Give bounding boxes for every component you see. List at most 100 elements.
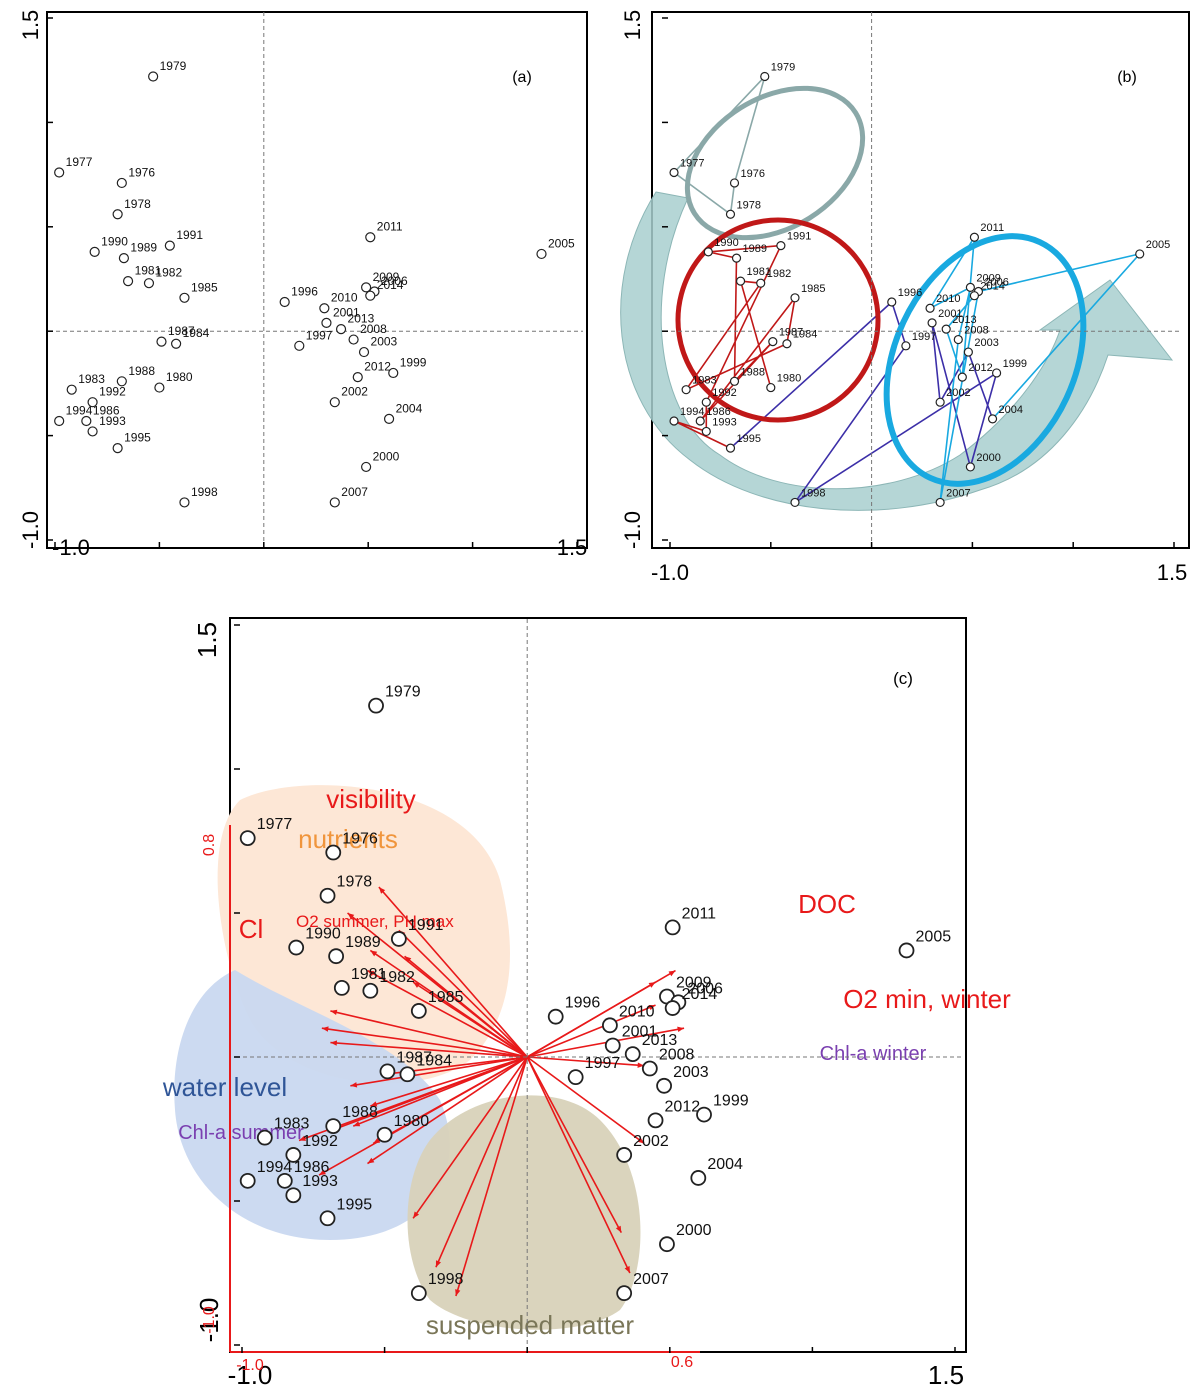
year-point	[729, 178, 740, 188]
year-label: 1999	[1003, 358, 1027, 370]
vector-arrowhead	[378, 887, 386, 894]
panel-c-ytick-max: 1.5	[192, 622, 222, 658]
year-label: 1995	[736, 433, 760, 445]
year-point	[368, 697, 384, 714]
year-label: 1991	[408, 917, 444, 934]
label-water-level: water level	[162, 1072, 287, 1102]
year-point	[276, 1172, 293, 1189]
vector-line	[330, 1010, 528, 1058]
year-point	[681, 385, 691, 395]
vector-arrowhead	[353, 1121, 361, 1127]
year-point	[664, 919, 681, 936]
year-point	[664, 1000, 681, 1016]
panel-c-xtick-min: -1.0	[228, 1360, 273, 1390]
year-label: 1981	[747, 266, 771, 278]
year-label: 1999	[713, 1093, 749, 1110]
year-point	[410, 1003, 427, 1019]
vector-arrowhead	[319, 1169, 326, 1176]
year-label: 1998	[191, 485, 218, 499]
panel-a: (a) -1.0 1.5 -1.0 1.5 1977 1979 1976 1978 19…	[18, 10, 588, 560]
year-label: 1983	[78, 372, 105, 386]
label-cl: Cl	[239, 914, 264, 944]
year-label: 1998	[428, 1271, 464, 1288]
year-label: 2006	[381, 274, 408, 288]
year-point	[361, 282, 372, 293]
vector-line	[526, 1056, 631, 1274]
year-label: 1998	[801, 487, 825, 499]
year-point	[325, 844, 342, 861]
year-point	[898, 942, 915, 959]
vector-arrowhead	[321, 1026, 329, 1032]
vector-line	[526, 1004, 656, 1058]
year-point	[987, 414, 998, 424]
year-point	[379, 1063, 396, 1080]
vector-arrowhead	[435, 1260, 442, 1268]
year-point	[329, 397, 340, 408]
cycle-arrow	[620, 191, 1174, 511]
vector-arrowhead	[455, 1289, 461, 1297]
year-point	[164, 240, 175, 251]
year-point	[348, 334, 359, 345]
year-label: 2011	[980, 222, 1004, 234]
year-point	[659, 1236, 675, 1253]
year-point	[790, 497, 800, 508]
year-label: 1995	[124, 431, 151, 445]
panel-b-ytick-max: 1.5	[620, 10, 645, 41]
year-label: 2013	[952, 314, 976, 326]
year-label: 1980	[166, 370, 193, 384]
year-label: 2000	[676, 1222, 712, 1239]
year-point	[179, 497, 190, 508]
vector-arrowhead	[677, 1026, 685, 1033]
year-point	[116, 177, 127, 189]
year-label: 1997	[306, 328, 333, 342]
year-point	[1135, 249, 1145, 259]
year-point	[927, 318, 937, 328]
year-point	[766, 382, 776, 393]
year-point	[365, 232, 376, 243]
year-label: 2012	[364, 360, 391, 374]
year-label: 2000	[373, 449, 400, 463]
year-label: 1976	[128, 165, 155, 179]
year-point	[547, 1008, 564, 1025]
year-label: 2010	[619, 1003, 655, 1020]
vector-arrowhead	[648, 1005, 656, 1011]
year-point	[703, 247, 713, 257]
vector-arrowhead	[330, 1040, 338, 1046]
year-label: 2005	[1146, 239, 1170, 251]
year-label: 2002	[633, 1133, 669, 1150]
year-point	[690, 1170, 707, 1186]
year-point	[376, 1126, 393, 1143]
year-label: 1989	[743, 243, 767, 255]
year-point	[925, 303, 935, 313]
year-point	[122, 275, 134, 287]
vector-arrowhead	[370, 1101, 378, 1107]
year-label: 2014	[377, 278, 404, 292]
year-label: 1978	[124, 197, 151, 211]
vector-line	[527, 1056, 645, 1067]
year-point	[567, 1069, 584, 1086]
year-point	[87, 397, 98, 408]
year-point	[89, 246, 100, 257]
year-point	[362, 982, 379, 999]
year-point	[256, 1129, 273, 1146]
year-label: 1987	[396, 1049, 432, 1066]
vector-arrowhead	[413, 1211, 420, 1219]
year-label: 1978	[337, 874, 373, 891]
year-point	[701, 397, 711, 407]
year-label: 1986	[93, 403, 120, 417]
year-label: 1996	[565, 995, 601, 1012]
year-point	[321, 317, 332, 328]
label-chla-winter: Chl-a winter	[820, 1043, 927, 1065]
year-point	[901, 341, 911, 351]
year-label: 2011	[682, 905, 717, 922]
year-point	[624, 1046, 641, 1063]
year-label: 1992	[302, 1133, 338, 1150]
vector-line	[526, 1056, 645, 1145]
vector-arrowhead	[299, 1135, 307, 1141]
year-point	[116, 376, 127, 387]
year-point	[696, 1106, 712, 1123]
year-point	[991, 368, 1002, 378]
year-label: 1997	[585, 1055, 621, 1072]
year-label: 2001	[938, 308, 962, 320]
year-label: 1985	[801, 283, 825, 295]
